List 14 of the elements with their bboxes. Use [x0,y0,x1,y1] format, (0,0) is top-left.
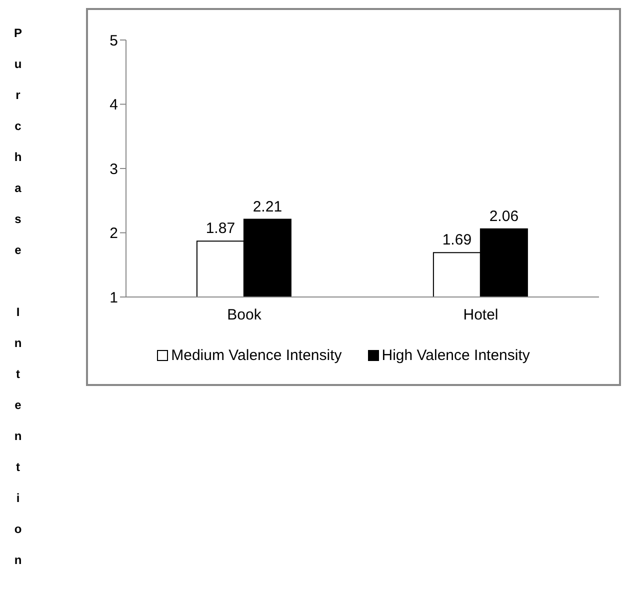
legend-label: Medium Valence Intensity [171,347,342,364]
y-tick-label: 1 [110,289,118,306]
data-label: 1.69 [442,232,472,249]
x-tick-label: Hotel [463,306,498,324]
data-label: 2.06 [489,208,519,225]
y-tick-label: 4 [110,96,118,114]
y-tick-label: 3 [110,160,118,178]
x-tick-label: Book [227,306,262,324]
data-label: 2.21 [252,198,282,216]
y-tick-label: 5 [110,32,118,50]
text: Purchase Intention [10,26,26,584]
legend-label: High Valence Intensity [382,347,530,364]
y-tick-label: 2 [110,225,118,242]
data-label: 1.87 [206,220,236,238]
